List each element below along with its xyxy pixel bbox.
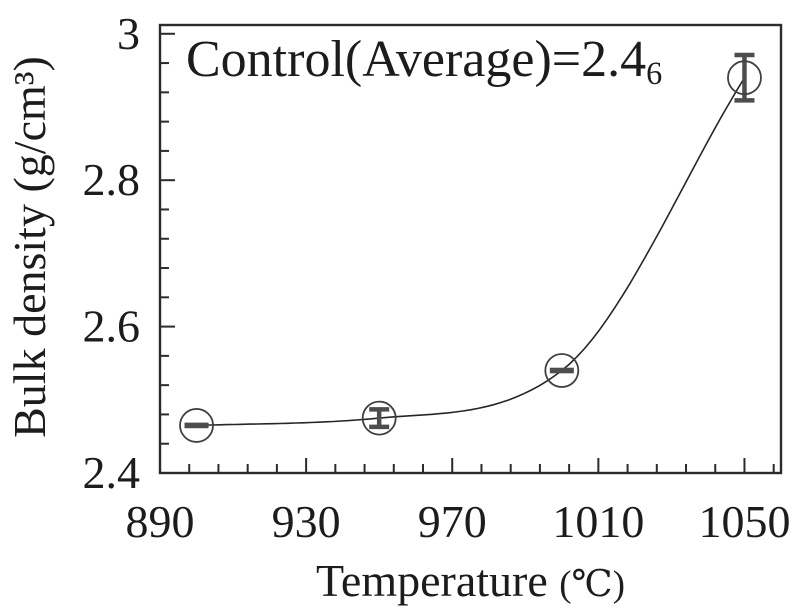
- x-axis-title-text: Temperature: [316, 555, 548, 606]
- data-point-marker: [544, 353, 580, 388]
- plot-frame: [158, 23, 783, 475]
- y-tick-label: 3: [117, 8, 140, 59]
- x-tick-label: 1010: [552, 496, 644, 547]
- mean-dash: [549, 367, 574, 374]
- data-point-marker: [361, 400, 397, 436]
- x-axis-title: Temperature (℃): [160, 558, 781, 604]
- y-axis-title-text: Bulk density (g/cm³): [4, 56, 55, 438]
- y-axis-title: Bulk density (g/cm³): [4, 0, 55, 497]
- data-curve: [196, 77, 746, 427]
- x-tick-label: 930: [272, 496, 341, 547]
- y-tick-label: 2.6: [83, 301, 141, 352]
- data-point-marker: [179, 408, 214, 443]
- annotation-subscript: 6: [646, 55, 663, 92]
- x-tick-label: 1050: [698, 496, 790, 547]
- y-tick-label: 2.8: [83, 154, 141, 205]
- x-axis-unit: (℃): [559, 563, 625, 604]
- x-tick-label: 890: [126, 496, 195, 547]
- mean-dash: [184, 422, 209, 429]
- x-tick-label: 970: [418, 496, 487, 547]
- data-point-marker: [727, 60, 762, 96]
- y-tick-label: 2.4: [83, 447, 141, 498]
- control-average-annotation: Control(Average)=2.46: [186, 31, 662, 90]
- annotation-text: Control(Average)=2.4: [186, 31, 647, 88]
